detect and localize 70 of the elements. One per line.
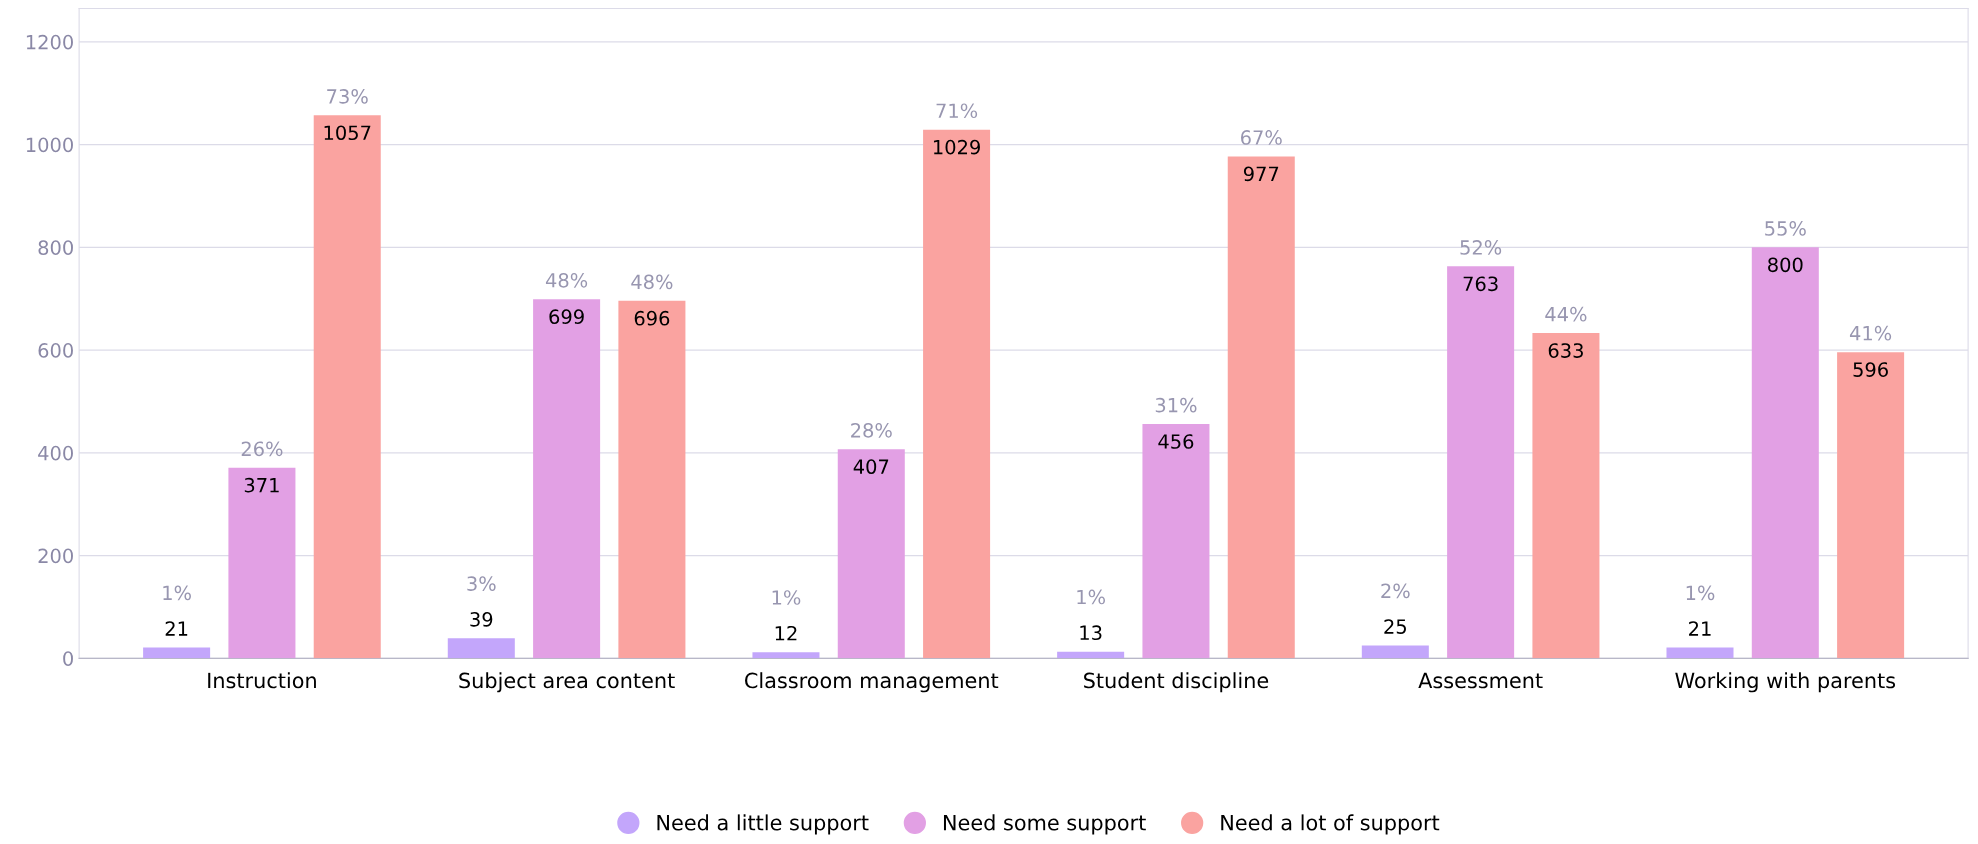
y-tick-label: 400 <box>38 445 73 461</box>
legend-label: Need a little support <box>657 814 869 835</box>
data-label: 13 <box>1080 625 1102 641</box>
bar <box>313 115 381 659</box>
annotation: 48% <box>545 272 588 288</box>
bar <box>1142 424 1210 659</box>
data-label: 407 <box>853 459 889 475</box>
bar <box>1447 266 1515 659</box>
bar <box>837 449 905 659</box>
legend-label: Need some support <box>943 814 1146 835</box>
bar <box>447 638 515 659</box>
data-label: 456 <box>1158 434 1194 449</box>
annotation: 1% <box>163 585 191 601</box>
bar <box>1057 651 1125 659</box>
y-tick-label: 800 <box>38 240 73 255</box>
annotation: 2% <box>1381 583 1410 599</box>
data-label: 800 <box>1768 257 1803 273</box>
bar <box>923 129 991 659</box>
annotation: 31% <box>1155 397 1197 413</box>
bar <box>1751 247 1819 659</box>
data-label: 25 <box>1384 619 1406 634</box>
annotation: 28% <box>851 422 892 438</box>
legend-label: Need a lot of support <box>1221 814 1440 835</box>
bar <box>618 300 686 659</box>
bar <box>1532 333 1600 659</box>
data-label: 1057 <box>324 125 371 141</box>
x-tick-label: Student discipline <box>1084 672 1269 693</box>
data-label: 633 <box>1548 343 1583 358</box>
y-tick-label: 0 <box>63 651 73 666</box>
y-tick-label: 600 <box>38 343 73 358</box>
x-tick-label: Assessment <box>1418 672 1543 689</box>
bar <box>1361 645 1429 659</box>
annotation: 52% <box>1460 240 1502 255</box>
data-label: 21 <box>165 621 188 636</box>
bar <box>1837 352 1905 659</box>
bar <box>752 652 820 659</box>
bar <box>143 647 211 659</box>
annotation: 44% <box>1545 306 1587 322</box>
x-tick-label: Subject area content <box>459 672 675 693</box>
bar <box>1227 156 1295 659</box>
annotation: 26% <box>241 441 283 457</box>
annotation: 1% <box>1077 589 1105 605</box>
x-tick-label: Classroom management <box>745 672 999 693</box>
annotation: 55% <box>1765 221 1806 236</box>
annotation: 1% <box>772 590 801 605</box>
bar <box>1666 647 1734 659</box>
data-label: 39 <box>470 612 493 627</box>
annotation: 73% <box>327 89 368 104</box>
data-label: 596 <box>1853 362 1888 377</box>
data-label: 21 <box>1689 621 1711 636</box>
annotation: 41% <box>1849 325 1892 341</box>
x-tick-label: Instruction <box>208 672 316 689</box>
data-label: 1029 <box>933 139 980 155</box>
bar <box>533 299 601 659</box>
data-label: 696 <box>634 310 670 326</box>
bar <box>228 467 296 659</box>
annotation: 1% <box>1686 585 1715 601</box>
y-tick-label: 200 <box>38 548 73 564</box>
y-tick-label: 1000 <box>26 137 73 153</box>
annotation: 67% <box>1241 130 1282 145</box>
annotation: 3% <box>467 576 496 591</box>
annotation: 71% <box>936 103 978 119</box>
data-label: 12 <box>775 625 797 641</box>
data-label: 977 <box>1243 166 1279 182</box>
data-label: 371 <box>244 477 279 493</box>
annotation: 48% <box>631 274 673 290</box>
x-tick-label: Working with parents <box>1675 672 1896 693</box>
data-label: 699 <box>549 309 584 325</box>
data-label: 763 <box>1463 276 1498 292</box>
y-tick-label: 1200 <box>26 34 73 50</box>
